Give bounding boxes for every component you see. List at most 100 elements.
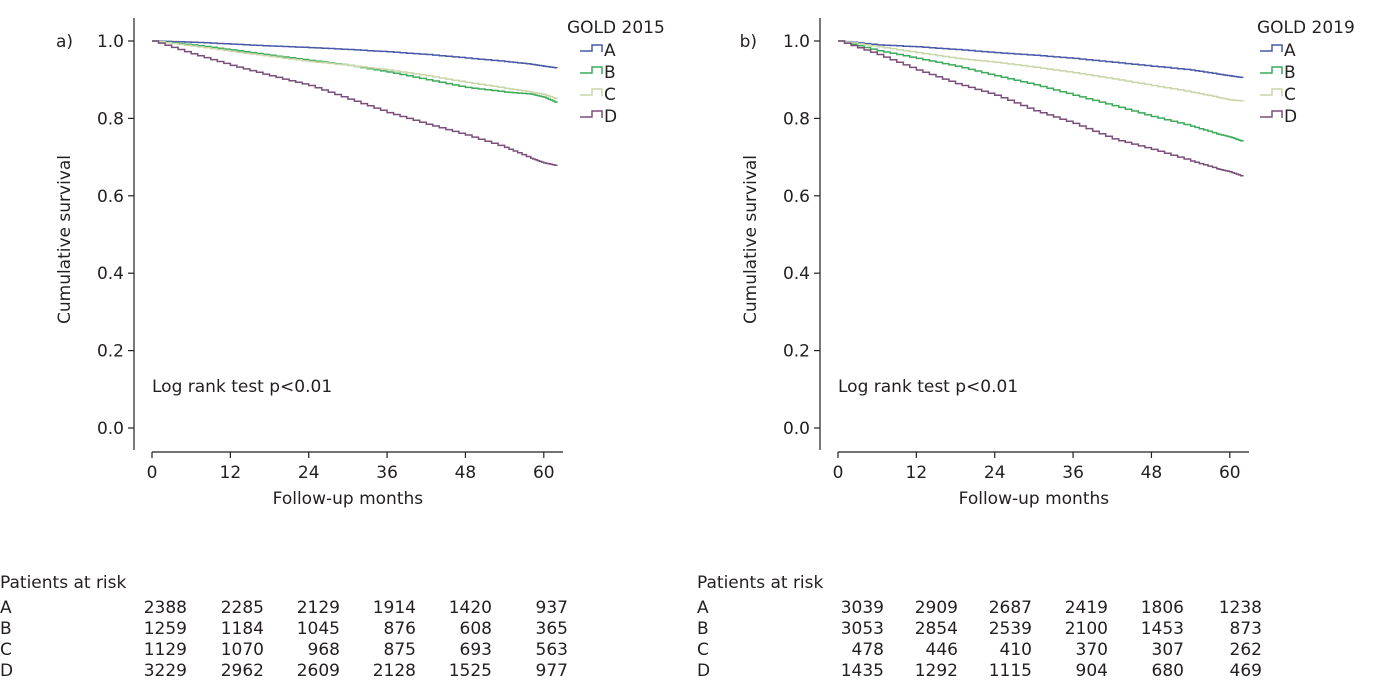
x-tick-label: 12 xyxy=(906,463,928,483)
risk-group-label: C xyxy=(0,640,12,660)
legend-swatch-A xyxy=(580,44,603,52)
risk-cell: 1259 xyxy=(143,619,187,639)
legend-title: GOLD 2019 xyxy=(1257,18,1355,38)
risk-row: D 3229 2962 2609 2128 1525 977 xyxy=(0,661,568,682)
y-tick-label: 0.8 xyxy=(783,109,810,129)
risk-cell: 1184 xyxy=(220,619,264,639)
risk-cell: 2687 xyxy=(988,598,1032,618)
risk-cell: 680 xyxy=(1151,661,1184,681)
series-line-B xyxy=(838,40,1244,142)
x-tick-label: 48 xyxy=(1141,463,1163,483)
risk-cell: 1238 xyxy=(1218,598,1262,618)
risk-cell: 1045 xyxy=(296,619,340,639)
y-tick-label: 0.2 xyxy=(783,342,810,362)
risk-cell: 1435 xyxy=(840,661,884,681)
risk-cell: 262 xyxy=(1229,640,1262,660)
x-tick-label: 0 xyxy=(833,463,844,483)
annotation-text: Log rank test p<0.01 xyxy=(152,377,332,397)
legend-label-D: D xyxy=(1284,107,1297,127)
legend-swatch-D xyxy=(580,110,603,118)
series-line-D xyxy=(152,40,558,166)
risk-cell: 693 xyxy=(459,640,492,660)
legend-swatch-C xyxy=(1260,88,1283,96)
series-line-A xyxy=(152,40,558,69)
risk-group-label: A xyxy=(697,598,709,618)
risk-row: A 2388 2285 2129 1914 1420 937 xyxy=(0,598,568,619)
risk-cell: 1525 xyxy=(448,661,492,681)
y-tick-label: 0.0 xyxy=(97,419,124,439)
risk-cell: 977 xyxy=(535,661,568,681)
series-line-C xyxy=(838,40,1244,102)
risk-cell: 1115 xyxy=(988,661,1032,681)
risk-cell: 968 xyxy=(307,640,340,660)
risk-table-right: A 3039 2909 2687 2419 1806 1238 B 3053 2854 2539 21… xyxy=(697,598,1262,682)
risk-cell: 2854 xyxy=(914,619,958,639)
risk-group-label: B xyxy=(0,619,12,639)
risk-cell: 608 xyxy=(459,619,492,639)
x-tick-label: 36 xyxy=(376,463,398,483)
x-tick-label: 60 xyxy=(533,463,555,483)
risk-title-left: Patients at risk xyxy=(0,573,127,593)
risk-cell: 2128 xyxy=(372,661,416,681)
risk-cell: 1070 xyxy=(220,640,264,660)
risk-row: C 1129 1070 968 875 693 563 xyxy=(0,640,568,661)
y-tick-label: 1.0 xyxy=(783,32,810,52)
x-tick-label: 48 xyxy=(455,463,477,483)
risk-cell: 563 xyxy=(535,640,568,660)
x-tick-label: 0 xyxy=(147,463,158,483)
legend-label-B: B xyxy=(1284,63,1296,83)
legend-label-B: B xyxy=(604,63,616,83)
risk-group-label: C xyxy=(697,640,709,660)
y-tick-label: 1.0 xyxy=(97,32,124,52)
risk-cell: 3053 xyxy=(840,619,884,639)
risk-cell: 876 xyxy=(383,619,416,639)
risk-cell: 1806 xyxy=(1140,598,1184,618)
risk-cell: 478 xyxy=(851,640,884,660)
risk-cell: 2539 xyxy=(988,619,1032,639)
risk-cell: 446 xyxy=(925,640,958,660)
risk-cell: 2129 xyxy=(296,598,340,618)
risk-cell: 3229 xyxy=(143,661,187,681)
x-tick-label: 24 xyxy=(298,463,320,483)
risk-cell: 370 xyxy=(1075,640,1108,660)
risk-group-label: D xyxy=(697,661,711,681)
risk-group-label: D xyxy=(0,661,14,681)
legend-swatch-D xyxy=(1260,110,1283,118)
legend-label-D: D xyxy=(604,107,617,127)
panel-label: b) xyxy=(740,32,757,52)
annotation-text: Log rank test p<0.01 xyxy=(838,377,1018,397)
risk-cell: 904 xyxy=(1075,661,1108,681)
risk-cell: 875 xyxy=(383,640,416,660)
y-tick-label: 0.4 xyxy=(783,264,810,284)
risk-cell: 1129 xyxy=(143,640,187,660)
legend-title: GOLD 2015 xyxy=(567,18,665,38)
risk-cell: 2285 xyxy=(220,598,264,618)
legend-label-A: A xyxy=(1284,41,1296,61)
panel-label: a) xyxy=(56,32,73,52)
chart-canvas: 0.0 0.2 0.4 0.6 0.8 1.0 0 12 24 36 48 60 Follow-up m… xyxy=(55,18,1355,509)
risk-cell: 2609 xyxy=(296,661,340,681)
risk-cell: 3039 xyxy=(840,598,884,618)
legend-swatch-C xyxy=(580,88,603,96)
risk-group-label: B xyxy=(697,619,709,639)
x-tick-label: 12 xyxy=(220,463,242,483)
risk-row: B 3053 2854 2539 2100 1453 873 xyxy=(697,619,1262,640)
risk-cell: 1453 xyxy=(1140,619,1184,639)
y-tick-label: 0.0 xyxy=(783,419,810,439)
x-axis-label: Follow-up months xyxy=(959,489,1110,509)
risk-cell: 2909 xyxy=(914,598,958,618)
risk-cell: 2962 xyxy=(220,661,264,681)
legend-label-C: C xyxy=(1284,85,1296,105)
risk-cell: 469 xyxy=(1229,661,1262,681)
risk-cell: 1292 xyxy=(914,661,958,681)
legend-label-A: A xyxy=(604,41,616,61)
series-line-A xyxy=(838,40,1244,79)
legend-swatch-B xyxy=(580,66,603,74)
risk-cell: 873 xyxy=(1229,619,1262,639)
y-tick-label: 0.4 xyxy=(97,264,124,284)
y-tick-label: 0.6 xyxy=(783,187,810,207)
risk-cell: 365 xyxy=(535,619,568,639)
legend-swatch-B xyxy=(1260,66,1283,74)
risk-title-right: Patients at risk xyxy=(697,573,824,593)
x-tick-label: 60 xyxy=(1219,463,1241,483)
